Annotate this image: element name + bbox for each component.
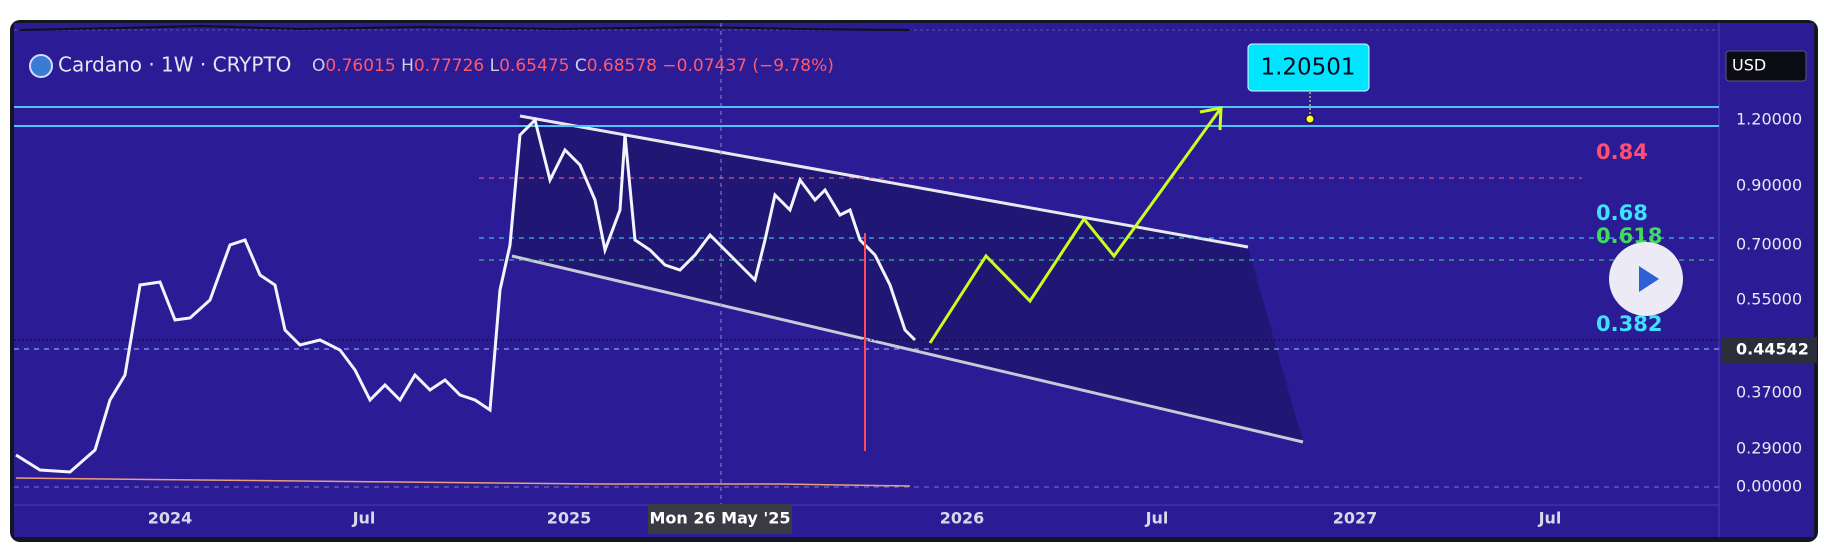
open-label: O	[312, 56, 325, 76]
price-axis-bg	[1719, 23, 1814, 537]
price-tick-label: 0.00000	[1736, 477, 1802, 496]
time-tick-label: Jul	[1145, 509, 1169, 528]
indicator-pane	[19, 24, 911, 31]
high-value: 0.77726	[414, 56, 484, 76]
currency-label[interactable]: USD	[1732, 56, 1766, 75]
symbol-title[interactable]: Cardano · 1W · CRYPTO	[58, 53, 291, 77]
ohlc: O0.76015 H0.77726 L0.65475 C0.68578 −0.0…	[312, 56, 834, 76]
currency-button[interactable]	[1725, 50, 1807, 82]
fib-label: 0.382	[1596, 312, 1662, 336]
target-dot	[1305, 114, 1315, 124]
symbol-icon	[29, 54, 53, 78]
crosshair-date: Mon 26 May '25	[649, 509, 790, 528]
price-tick-label: 0.29000	[1736, 439, 1802, 458]
time-tick-label: Jul	[1538, 509, 1562, 528]
current-price-tag	[1721, 337, 1817, 363]
high-label: H	[401, 56, 414, 76]
close-label: C	[575, 56, 587, 76]
volume-line	[15, 477, 911, 487]
close-value: 0.68578	[587, 56, 657, 76]
price-tick-label: 0.37000	[1736, 383, 1802, 402]
fib-label: 0.84	[1596, 140, 1648, 164]
target-label: 1.20501	[1260, 55, 1355, 81]
price-tick-label: 0.90000	[1736, 176, 1802, 195]
crosshair-date-box	[648, 504, 792, 534]
price-path	[15, 117, 917, 474]
low-value: 0.65475	[499, 56, 569, 76]
low-label: L	[490, 56, 500, 76]
price-tick-label: 1.20000	[1736, 110, 1802, 129]
target-box	[1247, 43, 1370, 92]
price-tick-label: 0.70000	[1736, 235, 1802, 254]
open-value: 0.76015	[325, 56, 395, 76]
change-value: −0.07437 (−9.78%)	[662, 56, 833, 76]
current-price: 0.44542	[1736, 340, 1809, 359]
fib-label: 0.68	[1596, 201, 1648, 225]
play-icon[interactable]	[1639, 266, 1659, 292]
channel-fill	[512, 116, 1303, 442]
time-tick-label: 2026	[940, 509, 985, 528]
price-tick-label: 0.55000	[1736, 290, 1802, 309]
time-tick-label: 2025	[547, 509, 592, 528]
time-tick-label: 2024	[148, 509, 193, 528]
projection-arrow	[1199, 106, 1223, 131]
channel-upper	[519, 114, 1249, 249]
time-tick-label: Jul	[352, 509, 376, 528]
projection-path	[928, 107, 1223, 344]
time-tick-label: 2027	[1333, 509, 1378, 528]
